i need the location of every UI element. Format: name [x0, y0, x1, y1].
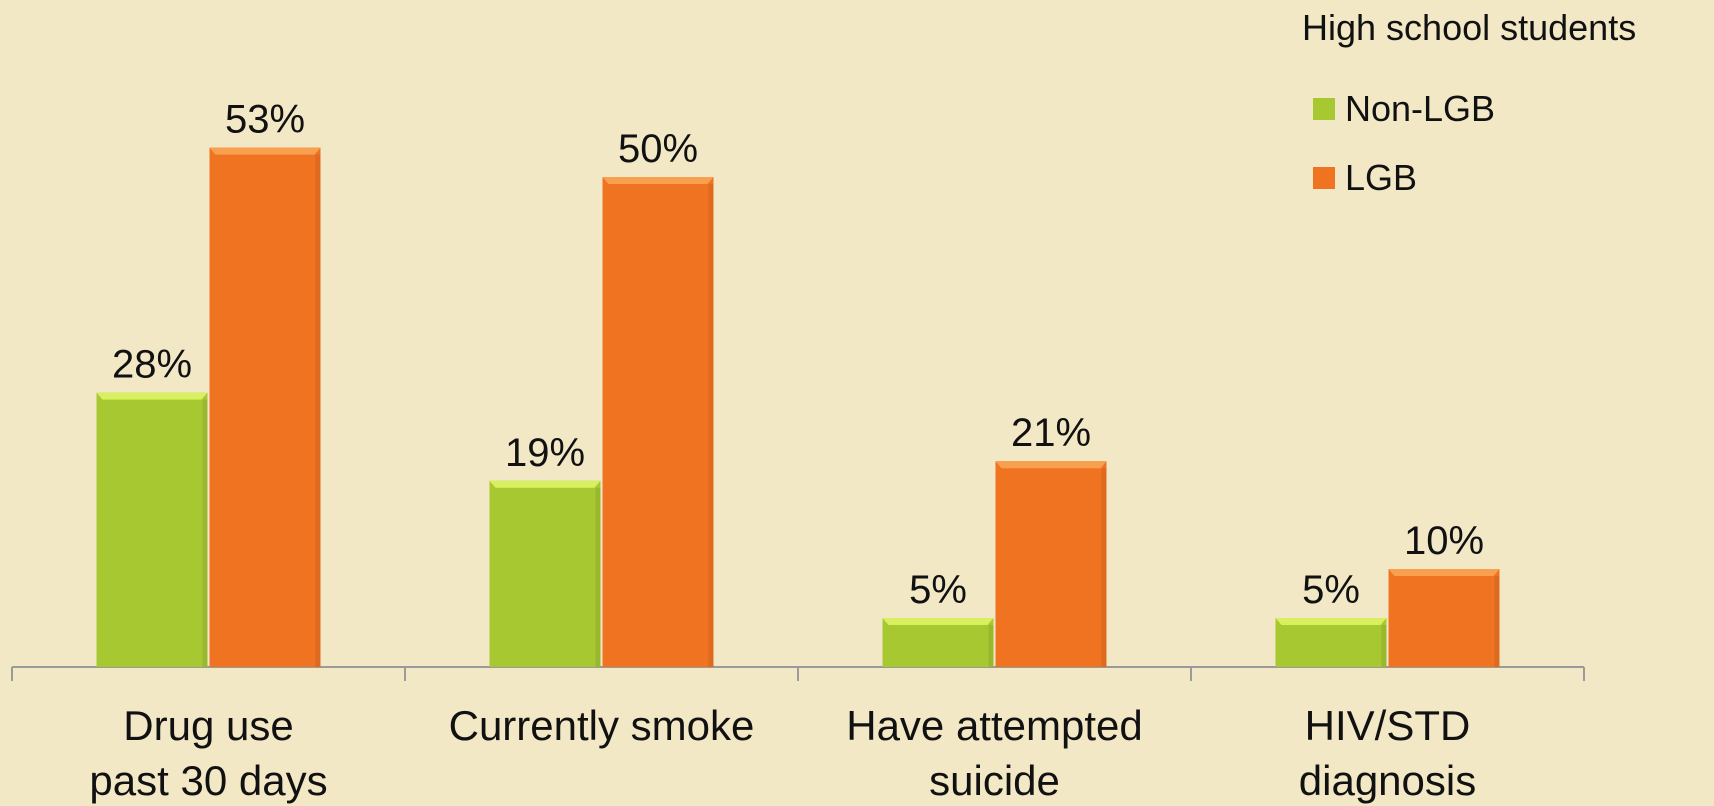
bar-top-bevel: [882, 618, 994, 625]
bar-non-lgb: [1275, 618, 1387, 667]
bar-top-bevel: [602, 177, 714, 184]
legend-swatch-non-lgb: [1313, 98, 1335, 120]
bar-side-shade: [1494, 576, 1500, 667]
category-label: HIV/STD: [1305, 702, 1471, 749]
legend-title: High school students: [1302, 7, 1636, 48]
data-label-lgb: 50%: [618, 127, 698, 171]
data-label-lgb: 10%: [1404, 519, 1484, 563]
data-label-lgb: 21%: [1011, 411, 1091, 455]
bar-side-shade: [315, 154, 321, 668]
bar-side-shade: [1381, 625, 1387, 667]
bar-side-shade: [1101, 468, 1107, 667]
legend-swatch-lgb: [1313, 167, 1335, 189]
category-label: Drug use: [123, 702, 293, 749]
legend-label-non-lgb: Non-LGB: [1345, 88, 1495, 129]
plot-area: 28% 53% Drug use past 30 days 19% 50% Currentl…: [11, 98, 1585, 804]
category-label: suicide: [929, 757, 1060, 804]
data-label-non-lgb: 28%: [112, 343, 192, 387]
bar-top-bevel: [995, 461, 1107, 469]
legend: High school students Non-LGB LGB: [1302, 7, 1636, 198]
bar-lgb: [1388, 569, 1500, 667]
bar-top-bevel: [1275, 618, 1387, 625]
category-label: Have attempted: [846, 702, 1143, 749]
bar-side-shade: [708, 184, 714, 667]
bar-side-shade: [202, 399, 208, 667]
category-label: Currently smoke: [449, 702, 755, 749]
bar-side-shade: [595, 487, 601, 667]
data-label-non-lgb: 5%: [1302, 568, 1360, 612]
bar-lgb: [602, 177, 714, 667]
bar-top-bevel: [96, 392, 208, 400]
bar-top-bevel: [489, 480, 601, 488]
data-label-non-lgb: 5%: [909, 568, 967, 612]
bar-non-lgb: [882, 618, 994, 667]
bar-lgb: [995, 461, 1107, 667]
bar-non-lgb: [96, 392, 208, 667]
category-label: past 30 days: [89, 757, 327, 804]
bar-top-bevel: [209, 147, 321, 155]
bar-top-bevel: [1388, 569, 1500, 576]
category-label: diagnosis: [1299, 757, 1476, 804]
legend-label-lgb: LGB: [1345, 157, 1417, 198]
bar-side-shade: [988, 625, 994, 667]
data-label-lgb: 53%: [225, 98, 305, 142]
bar-lgb: [209, 147, 321, 668]
data-label-non-lgb: 19%: [505, 431, 585, 475]
bar-non-lgb: [489, 480, 601, 667]
